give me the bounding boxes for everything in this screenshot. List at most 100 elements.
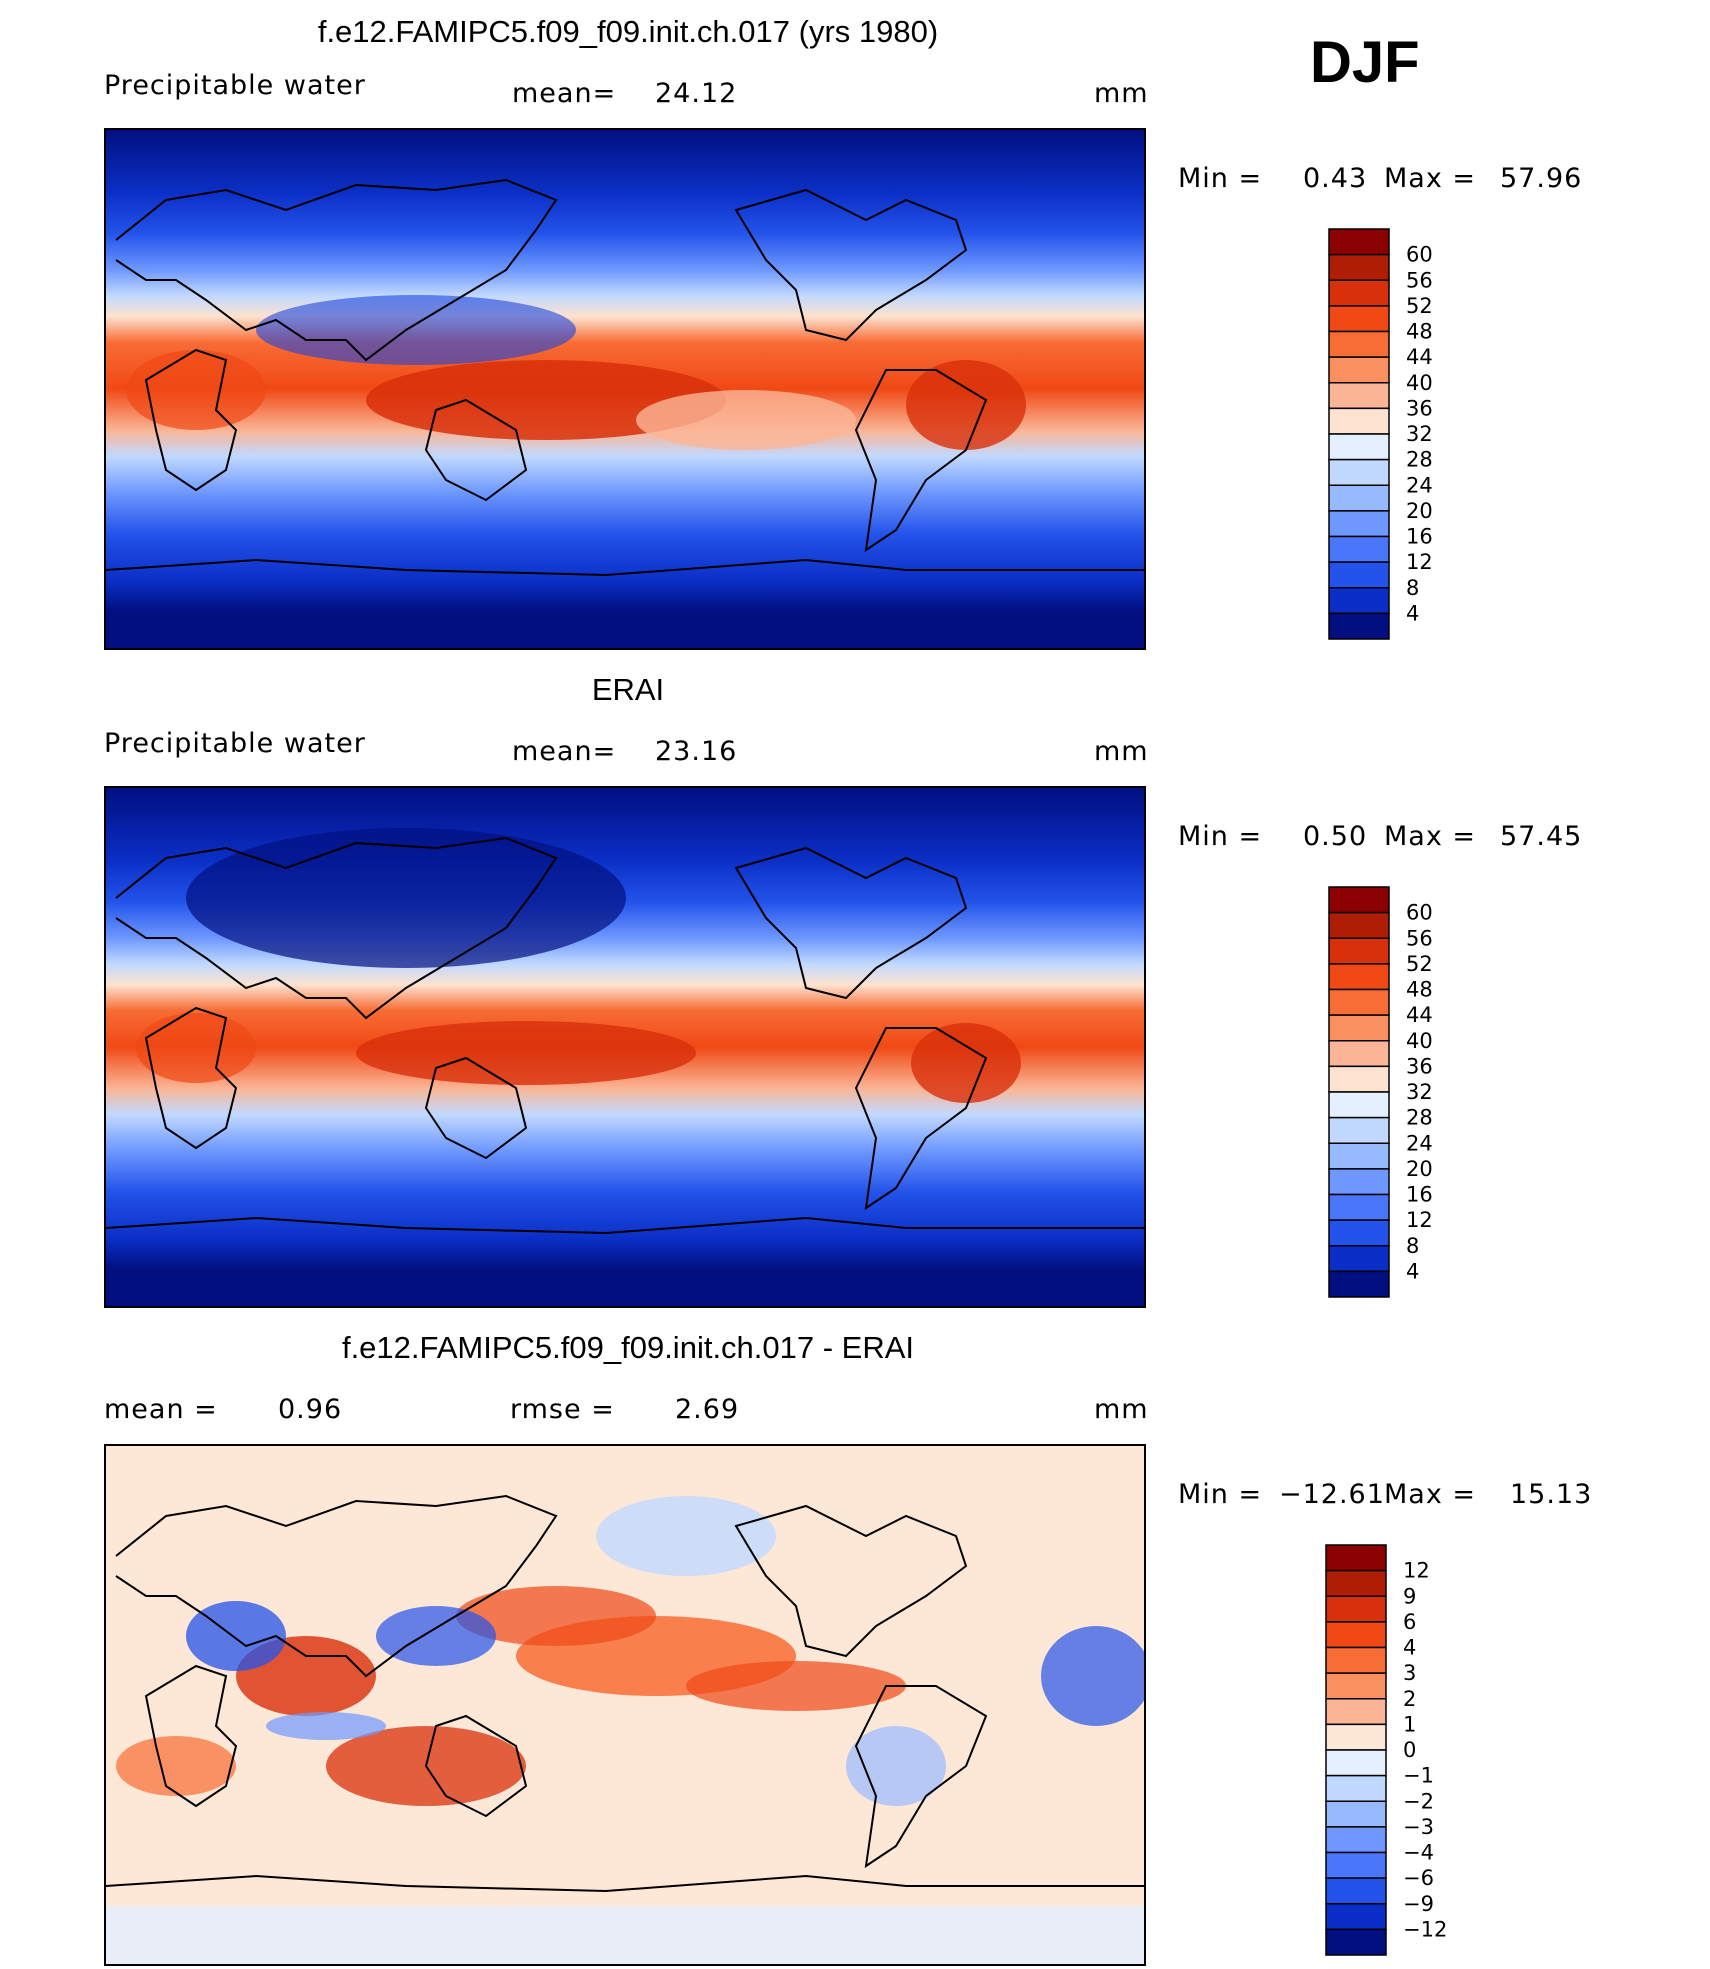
colorbar-box — [1328, 1116, 1390, 1144]
colorbar-tick-label: 2 — [1403, 1687, 1416, 1711]
panel2-max-label: Max = — [1384, 821, 1477, 852]
colorbar-box — [1328, 963, 1390, 991]
colorbar-box — [1328, 1040, 1390, 1068]
colorbar-tick-label: 32 — [1406, 422, 1433, 446]
colorbar-box — [1325, 1723, 1387, 1751]
panel3-max-label: Max = — [1384, 1479, 1477, 1510]
colorbar-tick-label: 20 — [1406, 499, 1433, 523]
colorbar-box — [1328, 407, 1390, 435]
colorbar-tick-label: 44 — [1406, 1003, 1433, 1027]
panel3-min-label: Min = — [1178, 1479, 1263, 1510]
panel2-variable: Precipitable water — [104, 728, 366, 759]
colorbar-tick-label: 28 — [1406, 1106, 1433, 1130]
panel1-variable: Precipitable water — [104, 70, 366, 101]
colorbar-box — [1328, 1142, 1390, 1170]
colorbar-box — [1328, 1245, 1390, 1273]
panel1-max-value: 57.96 — [1500, 163, 1583, 194]
colorbar-box — [1328, 988, 1390, 1016]
panel2-mean-value: 23.16 — [655, 736, 738, 767]
panel1-colorbar: 60 56 52 48 44 40 36 32 28 24 20 16 12 8 4 — [1328, 228, 1468, 640]
colorbar-tick-label: 56 — [1406, 268, 1433, 292]
colorbar-tick-label: 52 — [1406, 952, 1433, 976]
colorbar-box — [1328, 1219, 1390, 1247]
colorbar-tick-label: 6 — [1403, 1610, 1416, 1634]
colorbar-box — [1328, 305, 1390, 333]
panel3-title: f.e12.FAMIPC5.f09_f09.init.ch.017 - ERAI — [341, 1330, 915, 1365]
panel2-max-value: 57.45 — [1500, 821, 1583, 852]
colorbar-box — [1328, 510, 1390, 538]
colorbar-tick-label: −2 — [1403, 1789, 1434, 1813]
colorbar-box — [1328, 228, 1390, 256]
colorbar-box — [1328, 1168, 1390, 1196]
colorbar-box — [1328, 330, 1390, 358]
season-label: DJF — [1310, 30, 1420, 95]
colorbar-box — [1328, 1091, 1390, 1119]
colorbar-tick-label: 28 — [1406, 448, 1433, 472]
colorbar-tick-label: 8 — [1406, 1234, 1419, 1258]
colorbar-box — [1328, 587, 1390, 615]
colorbar-tick-label: 52 — [1406, 294, 1433, 318]
colorbar-tick-label: 4 — [1406, 601, 1419, 625]
colorbar-tick-label: 24 — [1406, 473, 1433, 497]
colorbar-tick-label: 48 — [1406, 320, 1433, 344]
panel2-min-value: 0.50 — [1303, 821, 1368, 852]
panel2-units: mm — [1094, 736, 1149, 767]
panel3-rmse-value: 2.69 — [675, 1394, 740, 1425]
colorbar-box — [1325, 1749, 1387, 1777]
colorbar-tick-label: 60 — [1406, 901, 1433, 925]
colorbar-box — [1325, 1928, 1387, 1956]
panel2-min-label: Min = — [1178, 821, 1263, 852]
panel3-min-value: −12.61 — [1279, 1479, 1385, 1510]
colorbar-tick-label: 48 — [1406, 978, 1433, 1002]
colorbar-tick-label: −4 — [1403, 1841, 1434, 1865]
colorbar-tick-label: −3 — [1403, 1815, 1434, 1839]
colorbar-tick-label: 12 — [1403, 1559, 1430, 1583]
colorbar-tick-label: 36 — [1406, 1054, 1433, 1078]
colorbar-tick-label: 3 — [1403, 1661, 1416, 1685]
colorbar-box — [1328, 279, 1390, 307]
colorbar-tick-label: 16 — [1406, 525, 1433, 549]
colorbar-tick-label: 8 — [1406, 576, 1419, 600]
panel2-mean-label: mean= — [512, 736, 617, 767]
colorbar-tick-label: 24 — [1406, 1131, 1433, 1155]
colorbar-box — [1325, 1774, 1387, 1802]
colorbar-box — [1325, 1877, 1387, 1905]
colorbar-tick-label: 9 — [1403, 1584, 1416, 1608]
colorbar-tick-label: 16 — [1406, 1183, 1433, 1207]
colorbar-box — [1328, 433, 1390, 461]
colorbar-tick-label: 56 — [1406, 926, 1433, 950]
panel1-title: f.e12.FAMIPC5.f09_f09.init.ch.017 (yrs 1… — [317, 14, 939, 49]
colorbar-box — [1325, 1595, 1387, 1623]
panel3-colorbar: 12 9 6 4 3 2 1 0 −1 −2 −3 −4 −6 −9 −12 — [1325, 1544, 1465, 1956]
panel3-mean-label: mean = — [104, 1394, 218, 1425]
panel1-max-label: Max = — [1384, 163, 1477, 194]
colorbar-tick-label: 20 — [1406, 1157, 1433, 1181]
colorbar-tick-label: 44 — [1406, 345, 1433, 369]
colorbar-tick-label: 12 — [1406, 550, 1433, 574]
colorbar-tick-label: 1 — [1403, 1712, 1416, 1736]
colorbar-tick-label: −1 — [1403, 1764, 1434, 1788]
colorbar-box — [1328, 382, 1390, 410]
colorbar-tick-label: 36 — [1406, 396, 1433, 420]
panel1-map — [104, 128, 1146, 650]
colorbar-box — [1328, 911, 1390, 939]
colorbar-box — [1328, 458, 1390, 486]
panel3-units: mm — [1094, 1394, 1149, 1425]
colorbar-box — [1328, 561, 1390, 589]
panel1-units: mm — [1094, 78, 1149, 109]
colorbar-tick-label: −12 — [1403, 1917, 1447, 1941]
colorbar-box — [1325, 1672, 1387, 1700]
colorbar-box — [1328, 937, 1390, 965]
panel3-max-value: 15.13 — [1510, 1479, 1593, 1510]
colorbar-tick-label: −9 — [1403, 1892, 1434, 1916]
colorbar-box — [1328, 1270, 1390, 1298]
colorbar-tick-label: 40 — [1406, 1029, 1433, 1053]
colorbar-box — [1328, 484, 1390, 512]
colorbar-tick-label: −6 — [1403, 1866, 1434, 1890]
colorbar-tick-label: 60 — [1406, 243, 1433, 267]
panel1-mean-label: mean= — [512, 78, 617, 109]
colorbar-box — [1325, 1903, 1387, 1931]
colorbar-box — [1325, 1569, 1387, 1597]
colorbar-box — [1325, 1851, 1387, 1879]
colorbar-box — [1325, 1646, 1387, 1674]
